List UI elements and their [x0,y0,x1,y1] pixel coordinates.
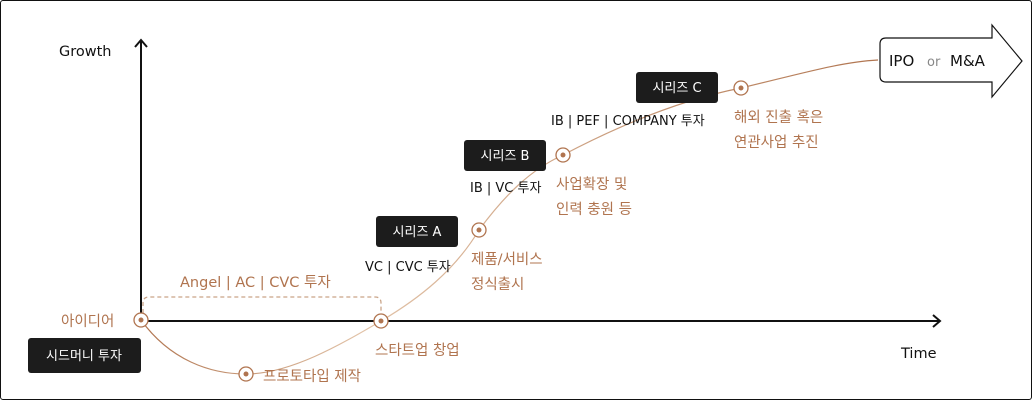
investors-angel: Angel | AC | CVC 투자 [180,274,331,291]
milestone-prototype: 프로토타입 제작 [263,368,361,385]
y-axis-label: Growth [59,44,112,60]
goal-arrow: IPO or M&A [879,23,1023,99]
svg-text:시드머니 투자: 시드머니 투자 [46,349,122,364]
goal-ma: M&A [950,52,986,70]
x-axis [141,314,942,328]
milestone-launch-1: 제품/서비스 [471,251,543,268]
milestone-startup: 스타트업 창업 [375,342,460,359]
milestone-expansion-2: 인력 충원 등 [556,201,632,218]
angel-bracket [142,296,382,313]
goal-ipo: IPO [889,52,914,70]
svg-text:시리즈 C: 시리즈 C [652,81,701,96]
y-axis [134,38,148,321]
investors-series-a: VC | CVC 투자 [365,260,451,275]
investors-series-b: IB | VC 투자 [470,181,541,196]
milestone-global-2: 연관사업 추진 [734,134,819,151]
milestone-launch-2: 정식출시 [471,276,524,293]
growth-curve [140,59,879,375]
x-axis-label: Time [900,346,937,362]
badge-seed: 시드머니 투자 [28,338,141,373]
goal-or: or [927,55,941,70]
svg-text:시리즈 A: 시리즈 A [393,225,442,240]
badge-series-b: 시리즈 B [464,140,546,171]
investors-series-c: IB | PEF | COMPANY 투자 [551,114,705,129]
svg-text:시리즈 B: 시리즈 B [481,149,530,164]
milestone-expansion-1: 사업확장 및 [556,176,627,193]
milestone-idea: 아이디어 [61,313,114,330]
badge-series-a: 시리즈 A [376,216,458,247]
badge-series-c: 시리즈 C [636,72,718,103]
milestone-global-1: 해외 진출 혹은 [734,108,823,126]
